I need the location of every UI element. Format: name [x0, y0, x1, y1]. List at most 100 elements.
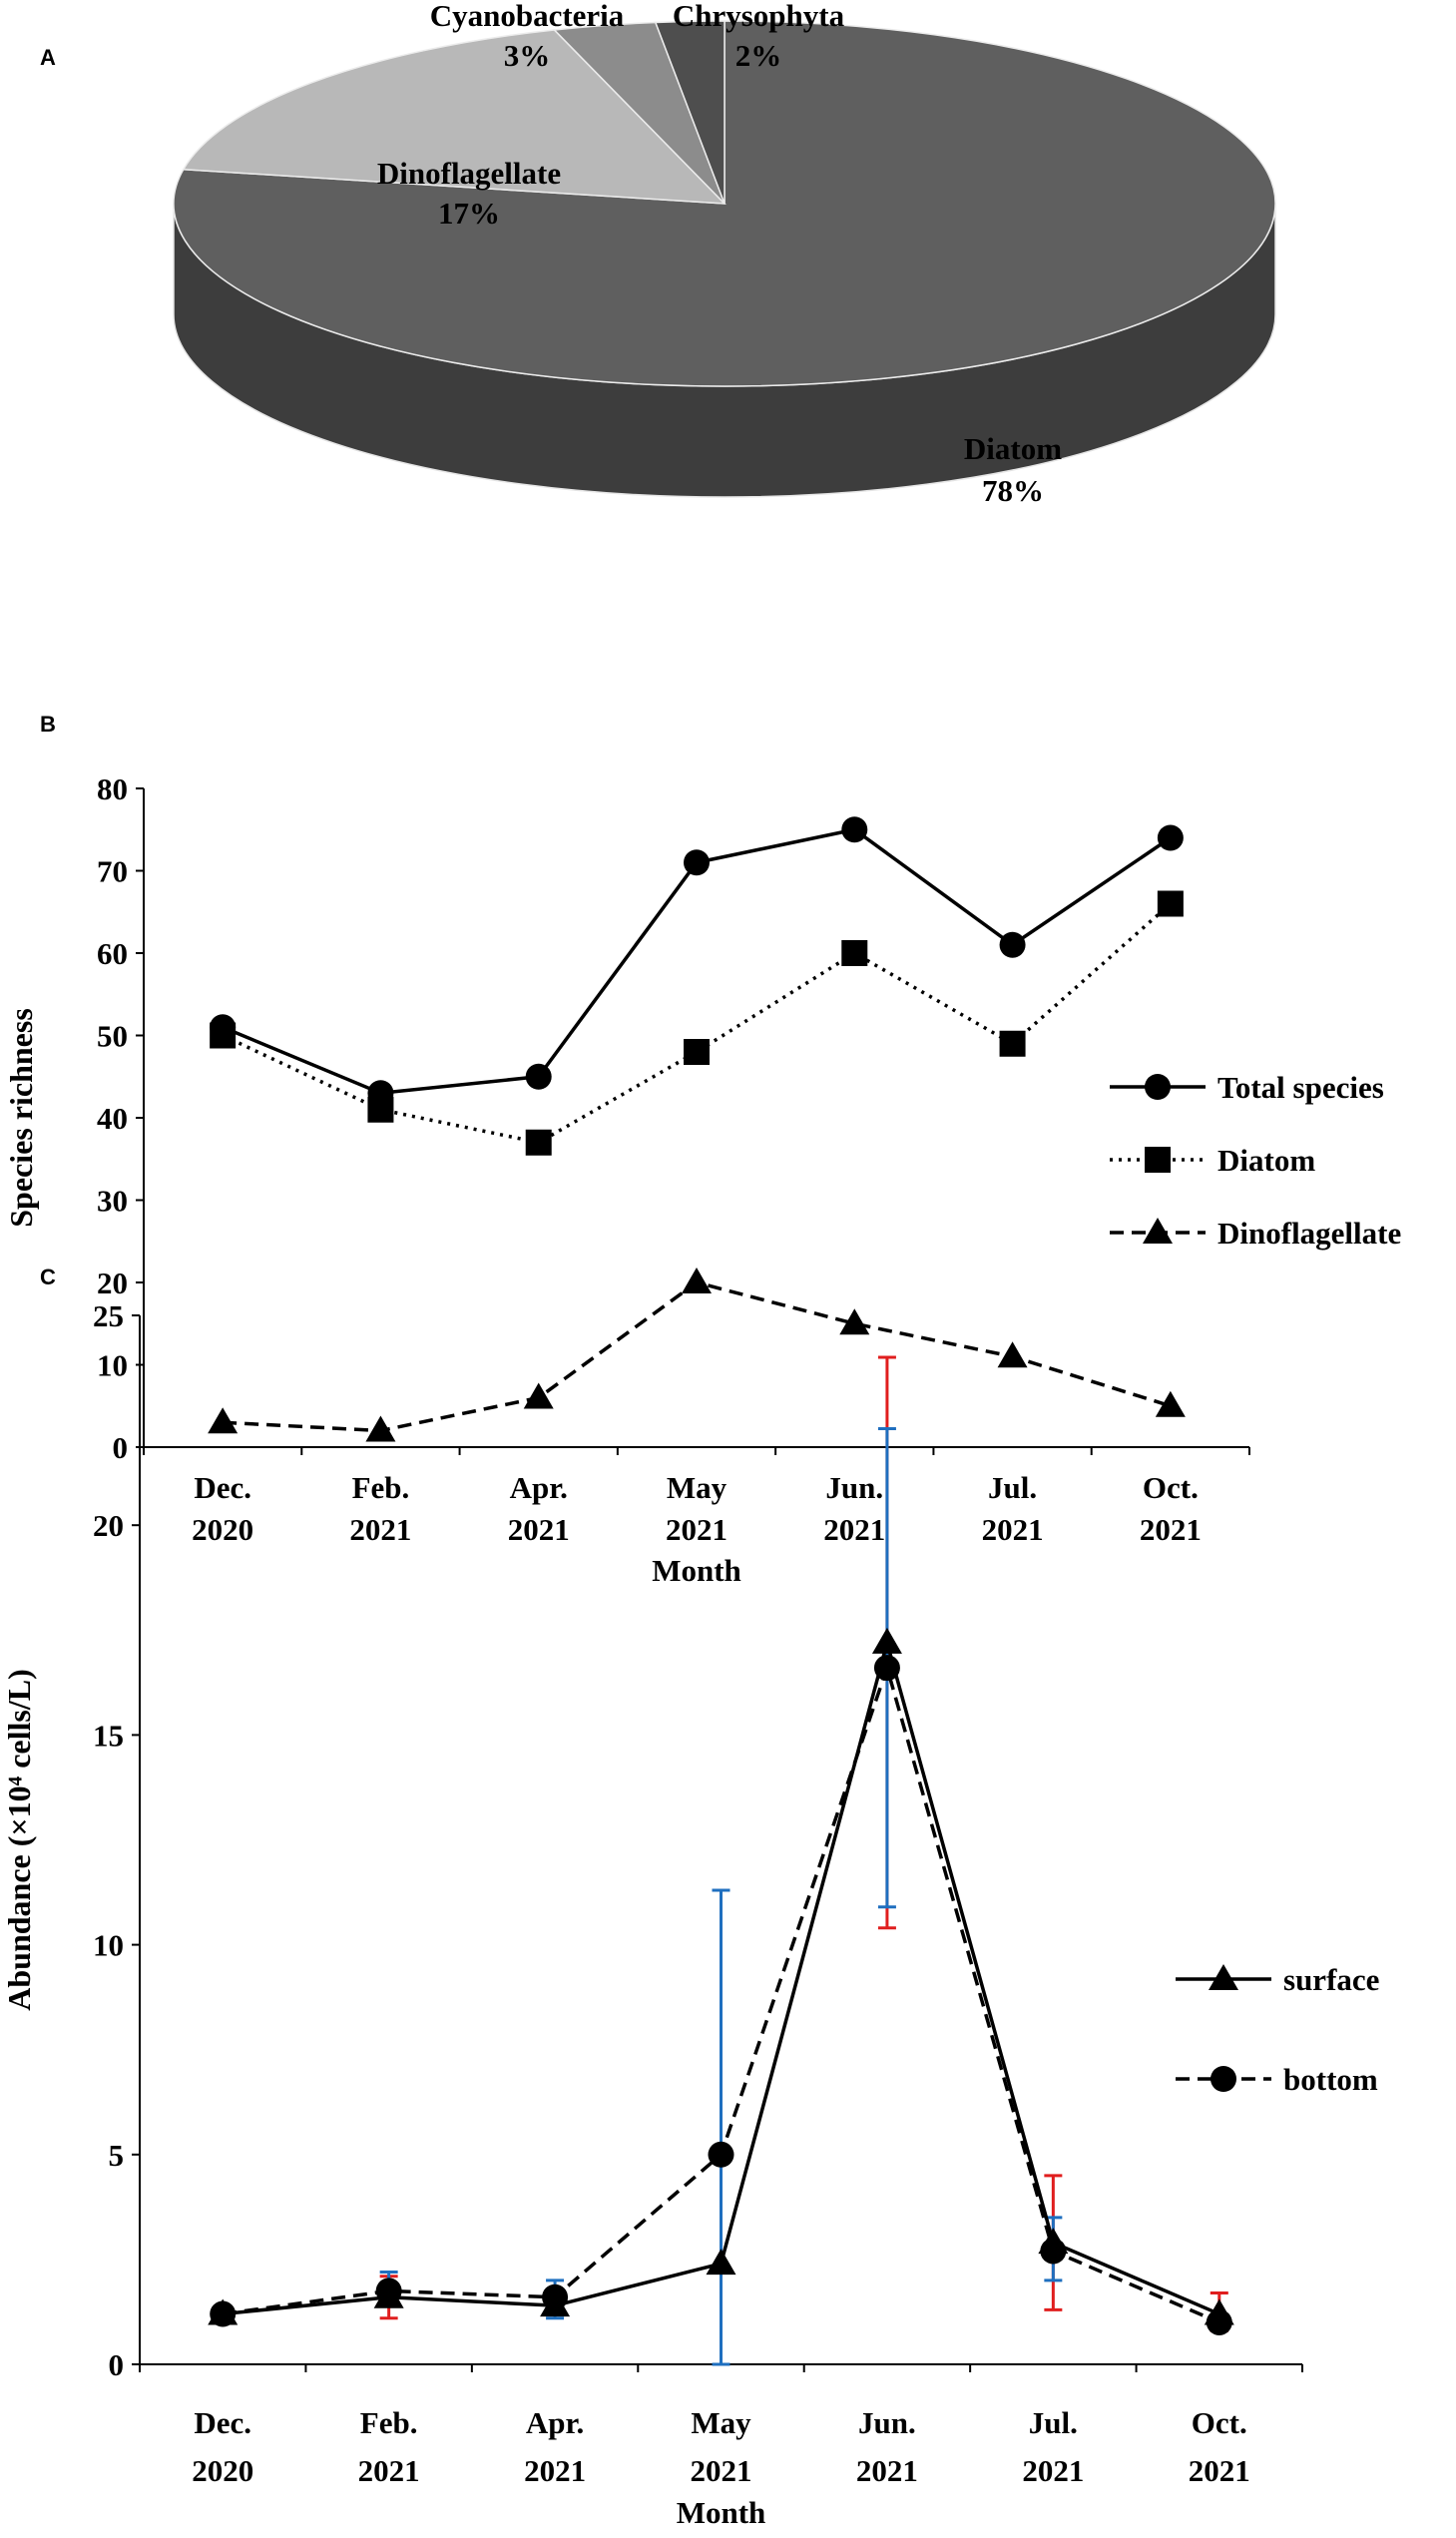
- pie-value-dinoflagellate: 17%: [438, 196, 500, 231]
- pie-label-chrysophyta: Chrysophyta: [673, 0, 845, 33]
- x-tick-label: May: [667, 1470, 728, 1505]
- data-point-bottom: [210, 2300, 237, 2327]
- data-point-total-species: [1157, 824, 1184, 851]
- y-tick-label: 15: [93, 1718, 124, 1753]
- y-tick-label: 20: [93, 1508, 124, 1543]
- y-tick-label: 10: [97, 1348, 128, 1383]
- x-tick-label: Apr.: [510, 1470, 568, 1505]
- data-point-diatom: [525, 1129, 552, 1156]
- x-tick-label: 2021: [856, 2453, 918, 2488]
- x-tick-label: 2021: [524, 2453, 586, 2488]
- x-tick-label: Dec.: [194, 1470, 251, 1505]
- y-axis-title: Species richness: [3, 1008, 39, 1228]
- data-point-dinoflagellate: [208, 1407, 239, 1434]
- data-point-dinoflagellate: [1155, 1390, 1186, 1417]
- x-tick-label: 2021: [1140, 1512, 1202, 1547]
- x-tick-label: Feb.: [360, 2405, 418, 2440]
- x-tick-label: 2021: [358, 2453, 420, 2488]
- data-point-diatom: [684, 1039, 710, 1065]
- data-point-bottom: [708, 2141, 734, 2168]
- y-tick-label: 5: [109, 2138, 125, 2173]
- x-tick-label: May: [691, 2405, 751, 2440]
- data-point-diatom: [841, 940, 868, 966]
- x-tick-label: 2020: [192, 1512, 253, 1547]
- pie-label-diatom: Diatom: [964, 431, 1062, 466]
- data-point-diatom: [1157, 890, 1184, 917]
- data-point-total-species: [841, 816, 868, 843]
- x-tick-label: 2021: [1022, 2453, 1084, 2488]
- y-tick-label: 20: [97, 1266, 128, 1300]
- pie-value-cyanobacteria: 3%: [504, 38, 551, 73]
- y-tick-label: 0: [109, 2347, 125, 2382]
- legend-label-total-species: Total species: [1217, 1070, 1384, 1105]
- y-tick-label: 30: [97, 1184, 128, 1219]
- y-tick-label: 50: [97, 1019, 128, 1054]
- y-tick-label: 10: [93, 1928, 124, 1963]
- x-tick-label: 2021: [823, 1512, 885, 1547]
- x-tick-label: 2021: [349, 1512, 411, 1547]
- x-tick-label: Feb.: [352, 1470, 410, 1505]
- x-tick-label: Dec.: [194, 2405, 251, 2440]
- pie-value-chrysophyta: 2%: [735, 38, 782, 73]
- pie-slice-chrysophyta: [654, 20, 726, 205]
- x-tick-label: Jul.: [1029, 2405, 1078, 2440]
- data-point-surface: [706, 2249, 736, 2276]
- series-line-dinoflagellate: [223, 1280, 1172, 1433]
- x-tick-label: 2021: [982, 1512, 1044, 1547]
- panel-a-letter: A: [40, 45, 56, 70]
- legend-marker-total-species: [1145, 1074, 1171, 1100]
- x-tick-label: 2021: [1189, 2453, 1250, 2488]
- x-tick-label: 2021: [691, 2453, 752, 2488]
- legend-label-bottom: bottom: [1283, 2062, 1378, 2097]
- x-axis-title: Month: [677, 2495, 766, 2530]
- y-tick-label: 0: [113, 1430, 129, 1465]
- x-tick-label: Jun.: [825, 1470, 883, 1505]
- legend-marker-bottom: [1211, 2066, 1236, 2092]
- pie-slice-dinoflagellate: [182, 29, 727, 205]
- pie-label-cyanobacteria: Cyanobacteria: [430, 0, 625, 33]
- y-tick-label: 40: [97, 1101, 128, 1136]
- x-tick-label: 2021: [666, 1512, 728, 1547]
- data-point-dinoflagellate: [839, 1308, 870, 1335]
- series-line-diatom: [222, 902, 1173, 1145]
- y-tick-label: 70: [97, 854, 128, 889]
- x-tick-label: 2021: [508, 1512, 570, 1547]
- y-tick-label: 80: [97, 771, 128, 806]
- data-point-diatom: [367, 1096, 394, 1123]
- pie-value-diatom: 78%: [982, 473, 1044, 508]
- x-tick-label: 2020: [192, 2453, 253, 2488]
- data-point-bottom: [1040, 2238, 1067, 2265]
- x-axis-title: Month: [652, 1553, 741, 1588]
- data-point-bottom: [375, 2278, 402, 2304]
- x-tick-label: Oct.: [1143, 1470, 1199, 1505]
- x-tick-label: Jun.: [858, 2405, 916, 2440]
- data-point-dinoflagellate: [365, 1415, 396, 1442]
- data-point-bottom: [542, 2284, 569, 2310]
- y-tick-label: 60: [97, 936, 128, 971]
- data-point-total-species: [684, 849, 710, 876]
- legend-marker-diatom: [1145, 1147, 1171, 1173]
- legend-marker-dinoflagellate: [1143, 1218, 1173, 1244]
- data-point-surface: [871, 1627, 902, 1654]
- abundance-chart: 0 5 10 15 20 25 Dec. 2020 Feb. 2021 Apr. 2021 May 202…: [1, 1298, 1379, 2530]
- panel-b-letter: B: [40, 712, 56, 737]
- x-tick-label: Jul.: [988, 1470, 1037, 1505]
- legend-label-surface: surface: [1283, 1962, 1379, 1997]
- panel-c-letter: C: [40, 1265, 56, 1289]
- data-point-diatom: [210, 1022, 237, 1049]
- data-point-dinoflagellate: [997, 1341, 1028, 1368]
- data-point-bottom: [873, 1655, 900, 1682]
- pie-label-dinoflagellate: Dinoflagellate: [377, 156, 561, 191]
- data-point-total-species: [999, 931, 1026, 958]
- y-tick-label: 25: [93, 1298, 124, 1333]
- x-tick-label: Oct.: [1192, 2405, 1247, 2440]
- pie-chart: Diatom 78% Dinoflagellate 17% Cyanobacteria 3…: [173, 0, 1276, 508]
- legend-label-diatom: Diatom: [1217, 1143, 1315, 1178]
- y-axis-title: Abundance (×10⁴ cells/L): [1, 1669, 37, 2011]
- data-point-dinoflagellate: [682, 1268, 712, 1293]
- data-point-dinoflagellate: [523, 1382, 554, 1409]
- data-point-diatom: [999, 1030, 1026, 1057]
- species-richness-chart: 01020304050607080Dec.2020Feb.2021Apr.202…: [3, 771, 1401, 1588]
- legend-marker-surface: [1209, 1964, 1238, 1990]
